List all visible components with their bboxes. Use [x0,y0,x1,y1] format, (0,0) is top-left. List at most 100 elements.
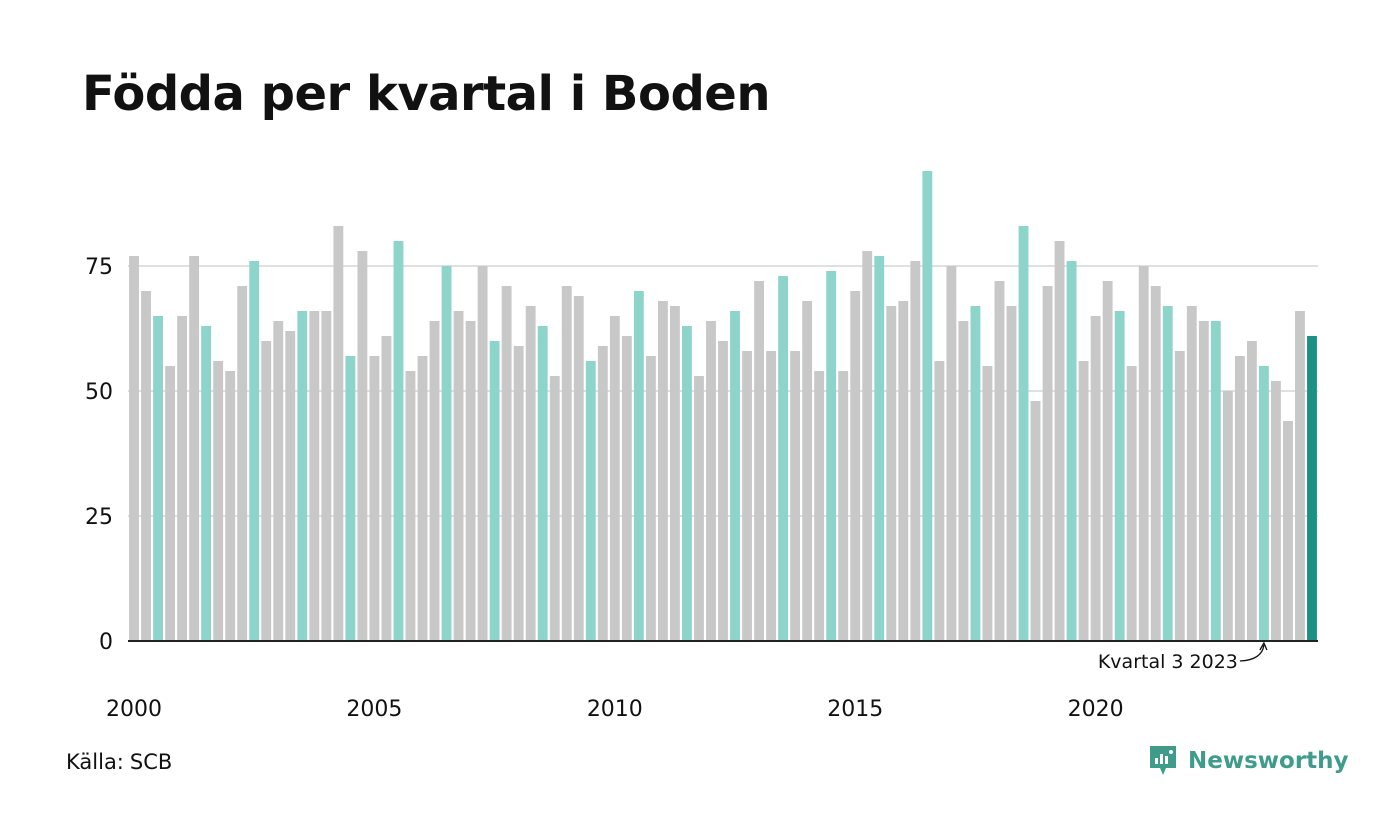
bar-2010-K2 [621,336,632,641]
bar-2018-K3 [1018,226,1029,641]
bar-2006-K4 [453,311,464,641]
bar-2008-K3 [537,326,548,641]
bar-2023-K3 [1258,366,1269,641]
bar-2022-K4 [1222,391,1233,641]
bar-2021-K1 [1138,266,1149,641]
bar-2002-K2 [237,286,248,641]
bar-2023-K2 [1246,341,1257,641]
bar-2002-K1 [225,371,236,641]
bar-2005-K2 [381,336,392,641]
y-tick-label: 0 [99,630,113,655]
bar-2016-K3 [922,171,933,641]
bar-2022-K3 [1210,321,1221,641]
brand-logo[interactable]: Newsworthy [1148,744,1349,778]
chart-title: Födda per kvartal i Boden [82,66,771,122]
bar-2011-K1 [657,301,668,641]
bar-2007-K3 [489,341,500,641]
annotation-arrowhead [1259,641,1268,651]
bar-2019-K4 [1078,361,1089,641]
bar-2005-K1 [369,356,380,641]
axes: 0 25 50 75 2000 2005 2010 2015 2020 [85,255,1318,722]
bar-2019-K2 [1054,241,1065,641]
bar-2001-K4 [213,361,224,641]
bar-2017-K4 [982,366,993,641]
bar-2000-K4 [165,366,175,641]
bar-2024-K2 [1295,311,1305,641]
bar-2005-K3 [393,241,404,641]
x-tick-label: 2005 [346,697,402,722]
bar-2020-K1 [1090,316,1101,641]
bar-2023-K4 [1271,381,1281,641]
newsworthy-logo-icon [1150,746,1176,775]
bar-2015-K1 [850,291,861,641]
bar-2017-K2 [958,321,969,641]
bar-2021-K3 [1162,306,1173,641]
bar-2024-K1 [1283,421,1293,641]
source-credit: Källa: SCB [66,750,178,774]
bar-2001-K2 [189,256,200,641]
y-tick-label: 75 [85,255,113,280]
bar-2009-K2 [573,296,584,641]
source-value: SCB [129,750,173,774]
bar-2024-K3 [1307,336,1317,641]
bar-2016-K4 [934,361,945,641]
bar-2022-K2 [1198,321,1209,641]
bar-2014-K2 [814,371,825,641]
bar-2003-K1 [273,321,284,641]
bar-2003-K4 [309,311,320,641]
bar-2007-K4 [501,286,512,641]
bar-2014-K4 [838,371,849,641]
annotation-arrow [1239,644,1265,662]
bar-2015-K4 [886,306,897,641]
bar-2002-K4 [261,341,272,641]
bar-2019-K1 [1042,286,1053,641]
bar-2008-K4 [549,376,560,641]
bar-2010-K3 [633,291,644,641]
bar-2017-K1 [946,266,957,641]
bar-2012-K4 [742,351,752,641]
bar-2018-K4 [1030,401,1041,641]
bar-2021-K2 [1150,286,1161,641]
bar-2013-K3 [778,276,789,641]
bar-2001-K1 [177,316,188,641]
bar-2020-K4 [1126,366,1137,641]
bar-2001-K3 [201,326,212,641]
y-tick-label: 25 [85,505,113,530]
y-tick-label: 50 [85,380,113,405]
bar-2020-K2 [1102,281,1113,641]
bar-2004-K3 [345,356,356,641]
bar-2010-K1 [609,316,620,641]
bar-2000-K2 [141,291,151,641]
source-label: Källa: [66,750,124,774]
bar-2011-K4 [694,376,704,641]
bar-2008-K1 [513,346,524,641]
bar-2016-K2 [910,261,921,641]
bar-2009-K4 [597,346,608,641]
bars [129,171,1317,641]
bar-chart: 0 25 50 75 2000 2005 2010 2015 2020 Kvartal 3 20… [85,171,1318,722]
bar-2005-K4 [405,371,416,641]
bar-2016-K1 [898,301,909,641]
bar-2023-K1 [1234,356,1245,641]
bar-2017-K3 [970,306,981,641]
bar-2020-K3 [1114,311,1125,641]
bar-2011-K2 [669,306,680,641]
bar-2003-K3 [297,311,308,641]
bar-2014-K1 [802,301,813,641]
bar-2014-K3 [826,271,837,641]
bar-2008-K2 [525,306,536,641]
annotation: Kvartal 3 2023 [1098,641,1268,673]
bar-2006-K1 [417,356,428,641]
bar-2015-K2 [862,251,873,641]
bar-2010-K4 [645,356,656,641]
bar-2011-K3 [682,326,692,641]
bar-2018-K1 [994,281,1005,641]
bar-2004-K4 [357,251,368,641]
bar-2007-K1 [465,321,476,641]
bar-2012-K3 [730,311,740,641]
bar-2013-K1 [754,281,764,641]
bar-2012-K2 [718,341,728,641]
bar-2018-K2 [1006,306,1017,641]
bar-2015-K3 [874,256,885,641]
bar-2012-K1 [706,321,716,641]
